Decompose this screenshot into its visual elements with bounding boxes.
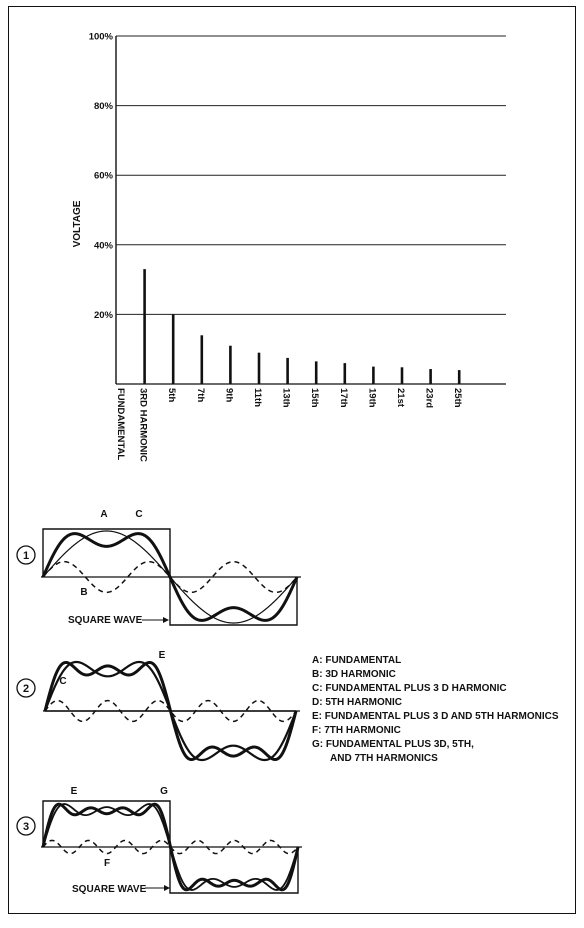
- legend-item-g: G: FUNDAMENTAL PLUS 3D, 5TH,: [312, 739, 474, 750]
- y-tick-labels: 20% 40% 60% 80% 100%: [89, 32, 114, 321]
- curve-e-fundamental-plus-3d-5th: [43, 660, 298, 762]
- curve-label-e: E: [159, 650, 166, 661]
- panel-number-circle: [16, 816, 36, 836]
- x-tick-label: 5th: [166, 388, 177, 402]
- x-tick-label: 21st: [395, 388, 406, 408]
- legend: A: FUNDAMENTAL B: 3D HARMONIC C: FUNDAME…: [312, 654, 572, 766]
- y-tick-label: 80%: [94, 101, 114, 112]
- curve-label-a: A: [100, 509, 107, 520]
- panel-number: 1: [23, 550, 29, 562]
- panel-3-labels: 3 E G F SQUARE WAVE: [16, 786, 170, 895]
- x-tick-label: 17th: [338, 388, 349, 408]
- panel-number-circle: [16, 678, 36, 698]
- gridlines: [116, 35, 506, 315]
- legend-item-a: A: FUNDAMENTAL: [312, 655, 402, 666]
- square-wave-label: SQUARE WAVE: [72, 884, 147, 895]
- x-tick-label: 7th: [195, 388, 206, 402]
- panel-1-labels: 1 A C B SQUARE WAVE: [16, 509, 169, 626]
- bars: [143, 269, 461, 384]
- harmonic-spectrum-chart: 20% 40% 60% 80% 100% FUNDAMENTAL 3RD HARMONIC…: [72, 32, 506, 462]
- x-tick-label: 13th: [281, 388, 292, 408]
- panel-2-labels: 2 C E: [16, 650, 166, 698]
- x-tick-label: FUNDAMENTAL: [115, 388, 126, 460]
- x-tick-label: 25th: [452, 388, 463, 408]
- legend-item-d: D: 5TH HARMONIC: [312, 697, 402, 708]
- x-tick-label: 19th: [366, 388, 377, 408]
- y-tick-label: 60%: [94, 171, 114, 182]
- x-tick-labels: FUNDAMENTAL 3RD HARMONIC 5th 7th 9th 11th 13th…: [115, 388, 463, 462]
- x-tick-label: 23rd: [424, 388, 435, 408]
- y-axis-label: VOLTAGE: [72, 200, 83, 247]
- panel-number: 2: [23, 683, 29, 695]
- legend-item-f: F: 7TH HARMONIC: [312, 725, 401, 736]
- y-tick-label: 40%: [94, 240, 114, 251]
- y-tick-label: 20%: [94, 310, 114, 321]
- legend-item-b: B: 3D HARMONIC: [312, 669, 396, 680]
- waveform-panel-2: [43, 660, 300, 762]
- waveform-panel-3: [41, 800, 302, 894]
- curve-c-fundamental-plus-3d: [41, 532, 299, 622]
- x-tick-label: 15th: [309, 388, 320, 408]
- legend-item-g-continued: AND 7TH HARMONICS: [330, 753, 438, 764]
- panel-number-circle: [16, 545, 36, 565]
- curve-label-c: C: [135, 509, 142, 520]
- curve-label-g: G: [160, 786, 168, 797]
- curve-f-7th-harmonic: [42, 839, 299, 855]
- square-wave-pointer-arrow: [163, 617, 169, 623]
- x-tick-label: 9th: [223, 388, 234, 402]
- curve-d-5th-harmonic: [44, 699, 297, 723]
- waveform-panels: [41, 528, 302, 894]
- square-wave-label: SQUARE WAVE: [68, 615, 143, 626]
- x-tick-label: 11th: [252, 388, 263, 407]
- curve-label-c: C: [59, 676, 66, 687]
- square-wave-pointer-arrow: [164, 885, 170, 891]
- figure-frame: [8, 6, 576, 914]
- legend-item-e: E: FUNDAMENTAL PLUS 3 D AND 5TH HARMONIC…: [312, 711, 559, 722]
- panel-number: 3: [23, 821, 29, 833]
- waveform-panel-1: [41, 528, 301, 626]
- x-tick-label: 3RD HARMONIC: [138, 388, 149, 462]
- curve-label-e: E: [71, 786, 78, 797]
- legend-item-c: C: FUNDAMENTAL PLUS 3 D HARMONIC: [312, 683, 507, 694]
- curve-label-f: F: [104, 858, 110, 869]
- curve-g-fundamental-plus-3d-5th-7th: [41, 802, 300, 892]
- curve-label-b: B: [80, 587, 87, 598]
- y-tick-label: 100%: [89, 32, 114, 43]
